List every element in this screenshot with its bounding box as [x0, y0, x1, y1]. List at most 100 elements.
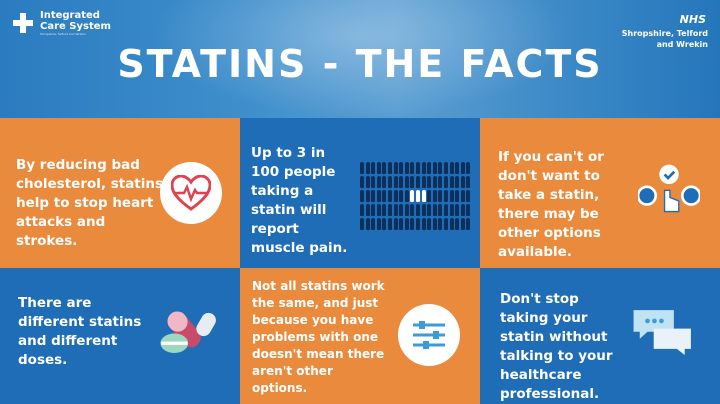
card-text: Up to 3 in 100 people taking a statin wi…: [251, 145, 348, 256]
nhs-area-2: and Wrekin: [656, 40, 708, 49]
person-figure: [421, 204, 426, 216]
ics-logo: Integrated Care System Shropshire, Telfo…: [12, 10, 111, 36]
person-figure: [376, 218, 381, 230]
person-figure: [387, 204, 392, 216]
person-figure: [365, 204, 370, 216]
person-figure: [360, 218, 364, 230]
person-figure: [393, 190, 398, 202]
person-figure: [466, 176, 471, 188]
card-dont-stop: Don't stop taking your statin without ta…: [480, 268, 720, 404]
person-figure: [421, 176, 426, 188]
cross-logo-icon: [13, 13, 33, 33]
person-figure: [460, 190, 465, 202]
person-figure: [427, 162, 432, 174]
person-figure: [432, 176, 437, 188]
person-figure: [382, 204, 387, 216]
person-figure: [432, 204, 437, 216]
person-figure: [376, 176, 381, 188]
person-figure: [455, 162, 460, 174]
person-figure: [410, 162, 415, 174]
person-figure: [393, 204, 398, 216]
person-figure: [387, 162, 392, 174]
speech-bubbles-icon: [632, 300, 694, 362]
person-figure: [415, 218, 420, 230]
nhs-area-1: Shropshire, Telford: [621, 29, 708, 38]
person-figure: [438, 190, 443, 202]
person-figure: [427, 218, 432, 230]
person-figure: [466, 190, 471, 202]
person-figure: [460, 176, 465, 188]
person-figure: [427, 190, 432, 202]
card-text: There are different statins and differen…: [18, 295, 142, 368]
nhs-logo: NHS Shropshire, Telford and Wrekin: [622, 8, 708, 49]
person-figure: [421, 162, 426, 174]
person-figure: [415, 162, 420, 174]
person-figure: [399, 218, 404, 230]
person-figure: [410, 176, 415, 188]
person-figure: [443, 218, 448, 230]
person-figure: [365, 176, 370, 188]
person-figure: [415, 176, 420, 188]
person-figure: [404, 162, 409, 174]
person-figure: [449, 176, 454, 188]
person-figure: [427, 176, 432, 188]
person-figure: [432, 218, 437, 230]
person-figure: [460, 204, 465, 216]
person-figure: [455, 218, 460, 230]
person-figure: [460, 162, 465, 174]
person-figure: [365, 162, 370, 174]
person-figure: [376, 204, 381, 216]
person-figure: [360, 204, 364, 216]
card-cholesterol: By reducing bad cholesterol, statins hel…: [0, 118, 240, 268]
sliders-icon: [398, 304, 460, 366]
person-figure: [387, 190, 392, 202]
person-figure: [404, 218, 409, 230]
card-not-all-same: Not all statins work the same, and just …: [240, 268, 480, 404]
person-figure: [382, 218, 387, 230]
person-figure: [449, 218, 454, 230]
person-figure: [393, 176, 398, 188]
heart-pulse-icon: [160, 162, 222, 224]
options-choice-icon: [638, 162, 700, 224]
person-figure: [443, 162, 448, 174]
person-figure: [466, 204, 471, 216]
person-figure: [415, 190, 420, 202]
pills-icon: [158, 300, 220, 362]
person-figure: [443, 190, 448, 202]
person-figure: [404, 204, 409, 216]
person-figure: [438, 162, 443, 174]
person-figure: [387, 176, 392, 188]
person-figure: [449, 162, 454, 174]
person-figure: [427, 204, 432, 216]
person-figure: [404, 190, 409, 202]
card-other-options: If you can't or don't want to take a sta…: [480, 118, 720, 268]
person-figure: [365, 190, 370, 202]
person-figure: [449, 204, 454, 216]
person-figure: [371, 162, 376, 174]
person-figure: [415, 204, 420, 216]
person-figure: [443, 204, 448, 216]
person-figure: [438, 204, 443, 216]
person-figure: [371, 204, 376, 216]
person-figure: [371, 218, 376, 230]
person-figure: [393, 218, 398, 230]
card-text: Not all statins work the same, and just …: [252, 279, 385, 395]
card-different-statins: There are different statins and differen…: [0, 268, 240, 404]
person-figure: [455, 176, 460, 188]
person-figure: [432, 162, 437, 174]
person-figure: [360, 176, 364, 188]
person-figure: [466, 218, 471, 230]
person-figure: [376, 162, 381, 174]
person-figure: [371, 176, 376, 188]
person-figure: [399, 162, 404, 174]
person-figure: [382, 176, 387, 188]
person-figure: [404, 176, 409, 188]
person-figure: [455, 190, 460, 202]
person-figure: [365, 218, 370, 230]
person-figure: [443, 176, 448, 188]
page-title: STATINS - THE FACTS: [117, 42, 603, 86]
header-banner: Integrated Care System Shropshire, Telfo…: [0, 0, 720, 118]
person-figure: [399, 190, 404, 202]
person-figure: [371, 190, 376, 202]
card-text: By reducing bad cholesterol, statins hel…: [16, 157, 164, 249]
